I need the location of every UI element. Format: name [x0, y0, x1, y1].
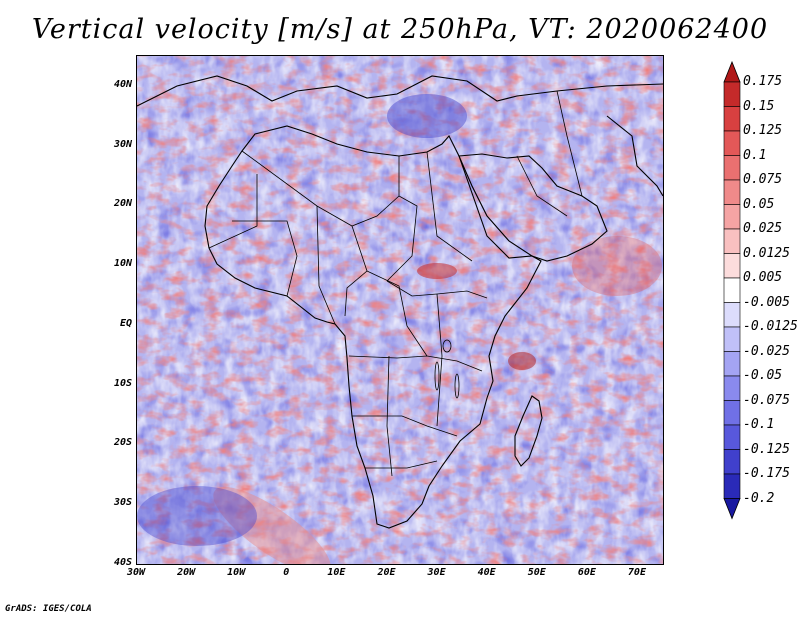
lat-tick-label: 30S — [113, 497, 132, 509]
lon-tick-label: 70E — [627, 567, 646, 578]
country-borders — [208, 90, 583, 477]
colorbar-tick-label: -0.0125 — [743, 319, 798, 334]
colorbar-min-arrow — [723, 498, 741, 520]
lat-tick-label: 30N — [113, 138, 132, 150]
lat-tick-label: EQ — [119, 317, 132, 329]
lon-tick-label: 30W — [126, 567, 146, 578]
colorbar-box — [723, 253, 741, 279]
colorbar-box — [723, 155, 741, 181]
field-ascending-pattern — [137, 56, 663, 564]
colorbar-box — [723, 400, 741, 426]
india-coastline — [606, 115, 663, 197]
colorbar-box — [723, 302, 741, 328]
colorbar-box — [723, 179, 741, 205]
colorbar-tick-label: 0.075 — [743, 172, 783, 187]
colorbar-tick-label: -0.005 — [743, 294, 790, 310]
lon-tick-label: 0 — [283, 567, 290, 578]
descent-area-mediterranean — [387, 94, 467, 138]
lon-tick-label: 20E — [377, 567, 396, 578]
colorbar-tick-label: -0.1 — [743, 417, 775, 432]
madagascar-coastline — [514, 395, 543, 467]
colorbar-box — [723, 81, 741, 107]
colorbar — [723, 60, 741, 520]
colorbar-tick-label: 0.175 — [743, 74, 783, 89]
colorbar-box — [723, 204, 741, 230]
colorbar-tick-label: -0.05 — [743, 368, 783, 383]
colorbar-tick-label: 0.15 — [743, 98, 775, 114]
colorbar-tick-label: 0.05 — [743, 196, 775, 212]
lat-tick-label: 40S — [113, 557, 132, 568]
colorbar-tick-label: 0.005 — [743, 270, 783, 285]
colorbar-tick-label: -0.175 — [743, 466, 790, 481]
colorbar-box — [723, 473, 741, 499]
colorbar-max-arrow — [723, 60, 741, 83]
colorbar-box — [723, 228, 741, 254]
colorbar-tick-label: 0.025 — [743, 221, 783, 236]
lon-tick-label: 50E — [527, 567, 546, 578]
lat-tick-label: 10N — [113, 258, 132, 270]
lon-tick-label: 10W — [227, 567, 246, 578]
colorbar-box — [723, 130, 741, 156]
colorbar-box — [723, 277, 741, 303]
ascent-core-indian-ocean — [508, 352, 536, 370]
colorbar-tick-label: -0.025 — [743, 343, 790, 359]
descent-area-south-atlantic — [137, 486, 257, 546]
colorbar-tick-label: -0.2 — [743, 490, 775, 506]
ascent-band-southwest — [213, 486, 331, 564]
colorbar-tick-label: 0.0125 — [743, 245, 790, 261]
lat-tick-label: 20S — [113, 437, 132, 449]
lon-tick-label: 40E — [477, 567, 496, 578]
colorbar-box — [723, 326, 741, 352]
footer-credit: GrADS: IGES/COLA — [5, 604, 92, 614]
vertical-velocity-field — [137, 56, 663, 564]
lon-tick-label: 60E — [577, 567, 596, 578]
lon-tick-label: 20W — [177, 567, 196, 578]
lat-tick-label: 10S — [113, 377, 132, 389]
ascent-area-arabian-sea — [572, 236, 662, 296]
colorbar-box — [723, 424, 741, 450]
coastlines — [137, 75, 663, 529]
europe-coastline — [137, 75, 663, 107]
colorbar-tick-label: -0.075 — [743, 392, 790, 408]
colorbar-box — [723, 375, 741, 401]
great-lakes — [434, 339, 460, 399]
colorbar-tick-label: -0.125 — [743, 441, 790, 457]
ascent-core-east-africa — [417, 263, 457, 279]
lon-tick-label: 10E — [327, 567, 346, 578]
colorbar-box — [723, 449, 741, 475]
map-panel — [136, 55, 664, 565]
colorbar-tick-label: 0.1 — [743, 147, 767, 163]
lon-tick-label: 30E — [427, 567, 446, 578]
colorbar-box — [723, 351, 741, 377]
africa-coastline — [204, 125, 542, 529]
lat-tick-label: 40N — [113, 78, 132, 90]
colorbar-tick-label: 0.125 — [743, 123, 783, 138]
lat-tick-label: 20N — [113, 198, 132, 210]
map-title: Vertical velocity [m/s] at 250hPa, VT: 2… — [31, 14, 769, 45]
colorbar-box — [723, 106, 741, 132]
